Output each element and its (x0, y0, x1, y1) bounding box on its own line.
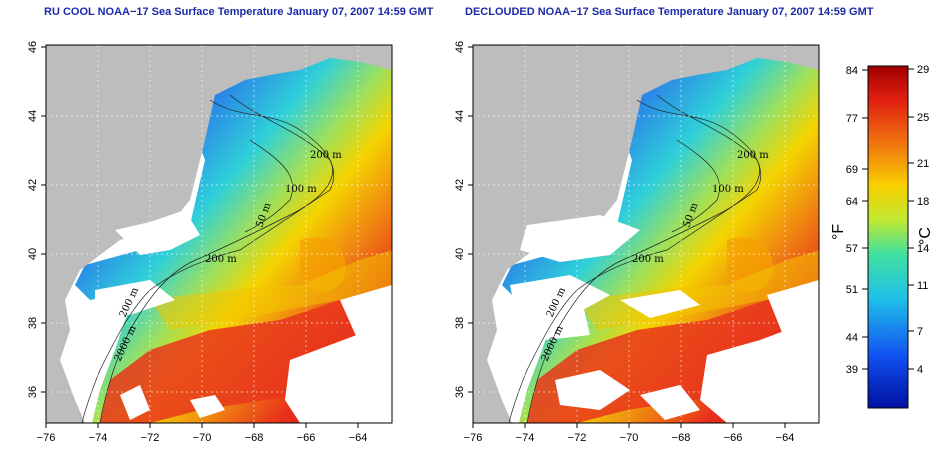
right-y-tick-label: 42 (454, 179, 466, 191)
left-x-tick-label: −70 (193, 432, 212, 444)
left-map-frame (45, 44, 393, 424)
celsius-tick-label: 7 (917, 326, 923, 338)
fahrenheit-tick-label: 57 (846, 243, 858, 255)
right-y-tick-label: 44 (454, 110, 466, 122)
celsius-unit-label: °C (917, 227, 934, 245)
right-map-axes: −76 −74 −72 −70 −68 −66 −64 46 44 42 40 38 36 (454, 41, 794, 444)
right-cloud-patches (510, 215, 819, 423)
left-land-mass (46, 45, 392, 423)
fahrenheit-tick-label: 39 (846, 364, 858, 376)
fahrenheit-tick-label: 84 (846, 65, 858, 77)
left-map-axes: −76 −74 −72 −70 −68 −66 −64 46 44 42 40 38 36 (27, 41, 367, 444)
left-y-tick-label: 36 (27, 386, 39, 398)
left-x-tick-label: −66 (297, 432, 316, 444)
left-y-tick-label: 40 (27, 248, 39, 260)
left-contour-label: 100 m (285, 184, 317, 195)
left-x-tick-label: −74 (89, 432, 108, 444)
right-contour-label: 200 m (737, 150, 769, 161)
right-y-tick-label: 38 (454, 317, 466, 329)
celsius-tick-label: 25 (917, 112, 929, 124)
right-land-mass (473, 45, 819, 423)
left-cloud-patches (95, 210, 392, 423)
right-x-tick-label: −76 (464, 432, 483, 444)
left-y-tick-label: 46 (27, 41, 39, 53)
right-y-tick-label: 36 (454, 386, 466, 398)
right-x-tick-label: −66 (724, 432, 743, 444)
right-x-tick-label: −74 (516, 432, 535, 444)
right-x-tick-label: −70 (620, 432, 639, 444)
right-x-tick-label: −64 (776, 432, 795, 444)
left-x-tick-label: −68 (245, 432, 264, 444)
right-isobaths (508, 94, 762, 423)
right-contour-label: 100 m (712, 184, 744, 195)
right-x-tick-label: −72 (568, 432, 587, 444)
right-map-title: DECLOUDED NOAA−17 Sea Surface Temperatur… (465, 6, 874, 18)
left-x-tick-label: −72 (141, 432, 160, 444)
left-contour-label: 200 m (310, 150, 342, 161)
fahrenheit-tick-label: 44 (846, 332, 858, 344)
right-map-frame (472, 44, 820, 424)
fahrenheit-unit-label: °F (830, 224, 847, 240)
left-isobaths (81, 94, 335, 423)
left-x-tick-label: −64 (349, 432, 368, 444)
left-y-tick-label: 42 (27, 179, 39, 191)
fahrenheit-tick-label: 69 (846, 164, 858, 176)
right-y-tick-label: 46 (454, 41, 466, 53)
fahrenheit-tick-label: 77 (846, 113, 858, 125)
left-x-tick-label: −76 (37, 432, 56, 444)
colorbar (867, 65, 909, 409)
right-map: 200 m 100 m 50 m 200 m 200 m 2000 m (473, 45, 819, 423)
left-y-tick-label: 38 (27, 317, 39, 329)
left-contour-label: 200 m (205, 254, 237, 265)
colorbar-ticks: 84 77 69 64 57 51 44 39 29 25 21 18 14 11 7 4 (846, 64, 930, 376)
right-y-tick-label: 40 (454, 248, 466, 260)
left-map: 200 m 100 m 50 m 200 m 200 m 2000 m (46, 45, 392, 423)
left-map-title: RU COOL NOAA−17 Sea Surface Temperature … (44, 6, 434, 18)
celsius-tick-label: 11 (917, 280, 928, 292)
celsius-tick-label: 14 (917, 243, 929, 255)
right-contour-label: 200 m (632, 254, 664, 265)
fahrenheit-tick-label: 51 (846, 284, 858, 296)
left-y-tick-label: 44 (27, 110, 39, 122)
celsius-tick-label: 21 (917, 158, 929, 170)
celsius-tick-label: 29 (917, 64, 929, 76)
fahrenheit-tick-label: 64 (846, 196, 858, 208)
right-x-tick-label: −68 (672, 432, 691, 444)
celsius-tick-label: 4 (917, 364, 923, 376)
celsius-tick-label: 18 (917, 196, 929, 208)
